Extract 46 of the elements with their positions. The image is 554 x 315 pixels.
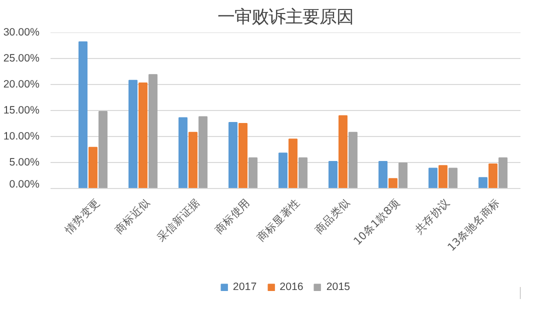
x-tick-label: 商标使用 [212, 196, 253, 236]
x-tick-label: 商标显著性 [254, 196, 303, 244]
bar [148, 74, 158, 188]
bar [278, 152, 288, 188]
y-tick-label: 0.00% [9, 178, 40, 190]
x-tick-label: 商品类似 [312, 196, 353, 236]
bar [198, 116, 208, 188]
bar [248, 157, 258, 188]
bar [188, 132, 198, 188]
bar [228, 122, 238, 188]
bar [138, 82, 148, 188]
y-tick-label: 25.00% [3, 52, 40, 64]
bar [128, 80, 138, 188]
x-tick-label: 商标近似 [112, 196, 153, 236]
bar [338, 115, 348, 188]
x-tick-label: 情势变更 [62, 196, 103, 238]
x-tick-label: 共存协议 [412, 196, 453, 236]
bar [348, 132, 358, 188]
bar [488, 164, 498, 188]
y-tick-label: 30.00% [3, 26, 40, 38]
bar [88, 146, 98, 188]
x-tick-label: 采信新证据 [154, 196, 203, 244]
legend-label: 2015 [326, 281, 350, 293]
bar [288, 138, 298, 188]
legend-label: 2016 [280, 281, 304, 293]
bar [438, 165, 448, 188]
bar [328, 160, 338, 188]
bar [298, 157, 308, 188]
y-tick-label: 10.00% [3, 130, 40, 142]
bar [178, 117, 188, 188]
bar [498, 157, 508, 188]
legend-label: 2017 [232, 281, 257, 293]
x-tick-label: 10条1款8项 [350, 196, 403, 248]
bar [238, 123, 248, 188]
y-tick-label: 15.00% [3, 104, 40, 116]
bar [428, 168, 438, 188]
bar [388, 178, 398, 188]
bar [378, 160, 388, 188]
bar [78, 41, 88, 188]
bar [398, 162, 408, 188]
bar [478, 177, 488, 188]
bar [448, 168, 458, 188]
bar [98, 111, 108, 188]
chart-title: 一审败诉主要原因 [218, 8, 354, 28]
y-tick-label: 5.00% [9, 156, 40, 168]
y-tick-label: 20.00% [3, 78, 40, 90]
